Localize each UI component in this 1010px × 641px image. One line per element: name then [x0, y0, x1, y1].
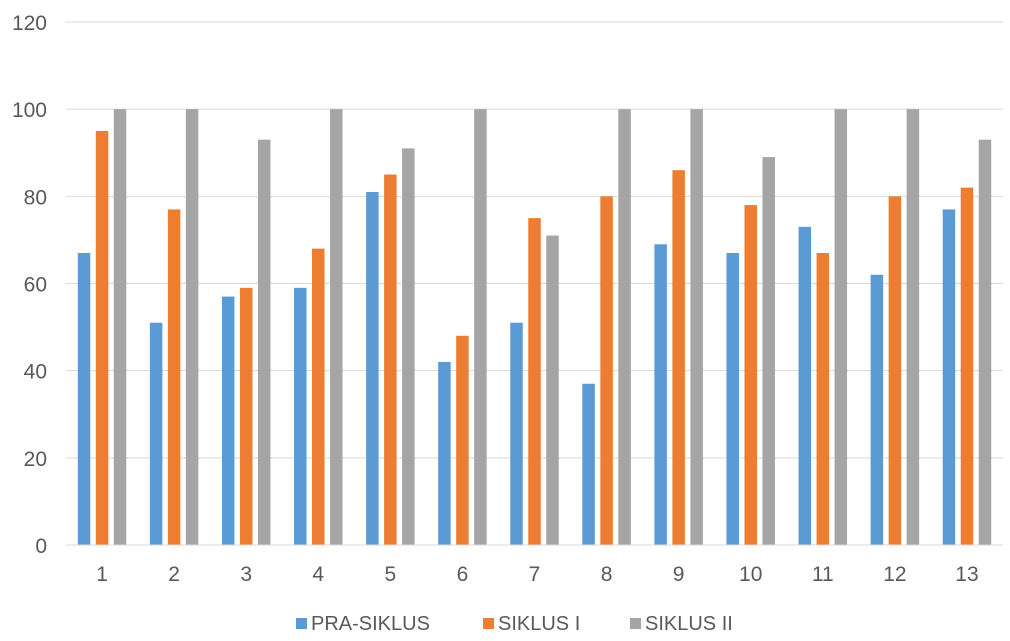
x-tick-label: 10 [739, 563, 762, 586]
x-tick-label: 11 [812, 563, 834, 586]
bar-siklus-i-10 [744, 205, 757, 546]
bar-pra-siklus-1 [77, 252, 91, 545]
legend-label: SIKLUS II [645, 613, 733, 635]
y-tick-label: 100 [12, 99, 47, 122]
y-tick-label: 80 [24, 186, 47, 209]
legend-label: PRA-SIKLUS [311, 613, 430, 635]
x-tick-label: 9 [673, 563, 685, 586]
bar-pra-siklus-2 [149, 322, 163, 545]
bar-siklus-i-7 [528, 218, 541, 545]
bar-pra-siklus-4 [294, 287, 307, 545]
bar-pra-siklus-12 [870, 274, 884, 545]
bar-siklus-ii-10 [762, 157, 775, 545]
x-tick-label: 5 [385, 563, 397, 586]
x-tick-label: 6 [457, 563, 469, 586]
bar-siklus-i-9 [672, 170, 685, 545]
bar-siklus-i-3 [239, 287, 253, 545]
bar-siklus-ii-3 [257, 139, 271, 546]
bar-pra-siklus-5 [366, 191, 379, 545]
bar-siklus-i-2 [167, 209, 181, 546]
bar-siklus-i-4 [312, 248, 325, 545]
bar-siklus-ii-1 [113, 109, 127, 546]
bar-siklus-i-12 [888, 196, 902, 546]
x-tick-label: 1 [96, 563, 108, 586]
bar-siklus-i-8 [600, 196, 613, 546]
bar-siklus-ii-5 [402, 148, 415, 545]
bar-pra-siklus-9 [654, 244, 667, 545]
bar-siklus-ii-8 [618, 109, 631, 546]
x-tick-label: 13 [955, 563, 978, 586]
x-tick-label: 2 [168, 563, 180, 586]
bar-siklus-ii-12 [906, 109, 920, 546]
bar-pra-siklus-3 [221, 296, 235, 545]
legend: PRA-SIKLUS SIKLUS I SIKLUS II [296, 613, 733, 635]
bar-pra-siklus-13 [942, 209, 956, 546]
bar-siklus-i-13 [960, 187, 974, 545]
bar-pra-siklus-7 [510, 322, 523, 545]
bar-siklus-ii-4 [330, 109, 343, 546]
x-tick-label: 12 [883, 563, 906, 586]
x-tick-label: 3 [240, 563, 252, 586]
bar-pra-siklus-11 [798, 226, 812, 545]
y-tick-label: 0 [35, 535, 47, 558]
bars [77, 109, 992, 546]
bar-siklus-ii-2 [185, 109, 199, 546]
y-tick-label: 120 [12, 12, 47, 35]
bar-siklus-i-1 [95, 130, 109, 546]
legend-swatch [630, 618, 641, 629]
bar-siklus-i-11 [816, 252, 830, 545]
x-tick-label: 7 [529, 563, 541, 586]
legend-swatch [296, 618, 307, 629]
bar-pra-siklus-10 [726, 252, 739, 545]
bar-siklus-ii-7 [546, 235, 559, 545]
bar-siklus-ii-6 [474, 109, 487, 546]
bar-pra-siklus-6 [438, 361, 451, 545]
legend-swatch [483, 618, 494, 629]
bar-siklus-ii-13 [978, 139, 992, 546]
y-tick-label: 20 [24, 448, 47, 471]
bar-siklus-i-6 [456, 335, 469, 545]
x-tick-label: 8 [601, 563, 613, 586]
bar-siklus-ii-11 [834, 109, 848, 546]
x-tick-label: 4 [312, 563, 324, 586]
y-tick-label: 40 [24, 361, 47, 384]
bar-siklus-ii-9 [690, 109, 703, 546]
bar-siklus-i-5 [384, 174, 397, 545]
legend-label: SIKLUS I [498, 613, 580, 635]
bar-pra-siklus-8 [582, 383, 595, 545]
y-tick-label: 60 [24, 274, 47, 297]
